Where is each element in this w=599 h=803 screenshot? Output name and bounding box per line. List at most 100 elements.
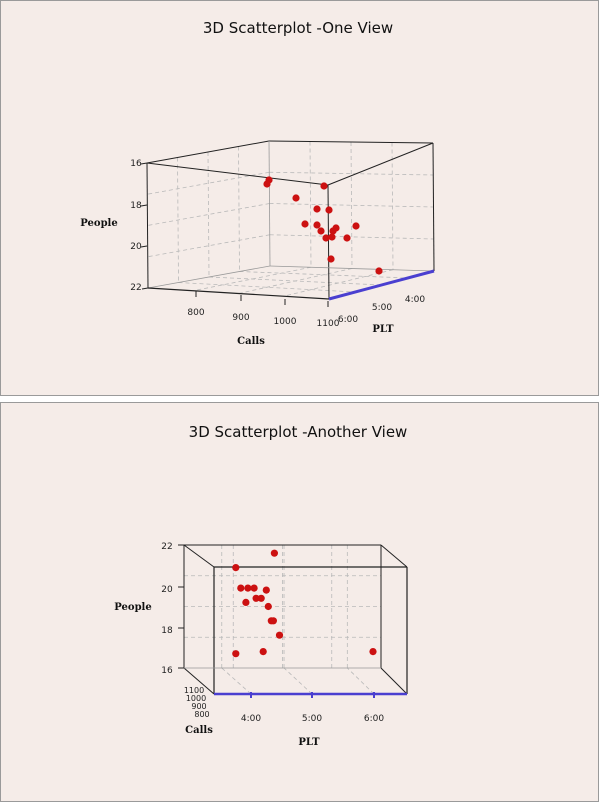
x-axis-label: PLT bbox=[298, 737, 320, 748]
box-edge bbox=[268, 140, 271, 267]
data-point bbox=[264, 602, 272, 611]
chart-title: 3D Scatterplot -Another View bbox=[189, 423, 408, 441]
grid-lines bbox=[184, 545, 381, 695]
data-point bbox=[327, 255, 335, 263]
z-tick-label: 16 bbox=[161, 666, 173, 676]
gridline bbox=[269, 171, 434, 176]
data-point bbox=[250, 584, 258, 592]
box-edge bbox=[380, 667, 408, 695]
gridline bbox=[391, 142, 394, 270]
data-point bbox=[263, 180, 271, 188]
y-tick-label: 5:00 bbox=[372, 303, 392, 313]
z-tick-mark bbox=[140, 162, 148, 165]
grid-lines bbox=[147, 141, 434, 297]
data-point bbox=[322, 234, 330, 242]
y-tick-label: 800 bbox=[194, 710, 209, 719]
plot-box bbox=[140, 140, 435, 307]
data-point bbox=[375, 267, 383, 275]
x-tick-label: 4:00 bbox=[241, 714, 261, 724]
box-edge bbox=[146, 162, 329, 186]
data-point bbox=[320, 182, 328, 190]
y-tick-label: 1000 bbox=[186, 694, 206, 703]
data-point bbox=[313, 205, 321, 213]
chart-one-view: 3D Scatterplot -One View 16 18 20 22 Peo… bbox=[80, 19, 435, 347]
data-point bbox=[232, 650, 240, 658]
gridline bbox=[350, 141, 353, 269]
x-axis-line bbox=[147, 287, 330, 300]
data-point bbox=[257, 594, 265, 602]
z-tick-label: 22 bbox=[161, 542, 172, 552]
z-axis-label: People bbox=[114, 602, 151, 613]
box-edge bbox=[432, 142, 435, 272]
z-tick-label: 20 bbox=[161, 585, 173, 595]
data-point bbox=[237, 584, 245, 592]
x-tick-label: 1000 bbox=[274, 317, 297, 327]
data-point bbox=[232, 564, 240, 572]
y-axis-label: PLT bbox=[372, 324, 394, 335]
chart-title: 3D Scatterplot -One View bbox=[203, 19, 393, 37]
y-tick-label: 4:00 bbox=[405, 295, 425, 305]
data-points bbox=[263, 176, 383, 275]
data-point bbox=[332, 224, 340, 232]
x-tick-label: 900 bbox=[232, 313, 249, 323]
gridline bbox=[347, 667, 375, 695]
gridline bbox=[283, 269, 394, 297]
data-point bbox=[270, 549, 278, 557]
box-edge bbox=[147, 265, 271, 289]
gridline bbox=[309, 141, 312, 268]
x-tick-label: 5:00 bbox=[302, 714, 322, 724]
gridline bbox=[283, 667, 313, 695]
chart-panel-another-view: 3D Scatterplot -Another View 22 20 18 16… bbox=[0, 402, 599, 802]
gridline bbox=[193, 266, 312, 292]
z-tick-label: 22 bbox=[130, 283, 141, 293]
box-edge bbox=[327, 142, 434, 186]
data-point bbox=[325, 206, 333, 214]
z-tick-label: 18 bbox=[130, 201, 142, 211]
z-tick-label: 16 bbox=[130, 159, 142, 169]
box-edge bbox=[380, 544, 408, 568]
data-point bbox=[352, 222, 360, 230]
z-tick-label: 18 bbox=[161, 626, 173, 636]
z-tick-mark bbox=[140, 204, 148, 207]
data-point bbox=[275, 631, 284, 639]
y-tick-label: 900 bbox=[191, 702, 206, 711]
z-axis-label: People bbox=[80, 218, 117, 229]
data-point bbox=[301, 220, 309, 228]
box-edge bbox=[183, 544, 215, 568]
plot-box bbox=[178, 544, 408, 698]
gridline bbox=[269, 234, 434, 240]
chart-panel-one-view: 3D Scatterplot -One View 16 18 20 22 Peo… bbox=[0, 0, 599, 396]
box-edge bbox=[327, 184, 330, 300]
data-point bbox=[242, 598, 250, 606]
gridline bbox=[221, 667, 252, 695]
y-tick-label: 6:00 bbox=[338, 315, 358, 325]
x-tick-label: 1100 bbox=[317, 319, 340, 329]
data-point bbox=[369, 648, 377, 656]
gridline bbox=[208, 276, 382, 286]
data-points bbox=[232, 549, 377, 658]
z-tick-mark bbox=[141, 287, 149, 290]
data-point bbox=[343, 234, 351, 242]
z-tick-mark bbox=[140, 245, 148, 248]
x-tick-label: 800 bbox=[187, 308, 204, 318]
box-edge bbox=[183, 667, 215, 695]
box-edge bbox=[146, 140, 270, 164]
data-point bbox=[262, 586, 270, 594]
data-point bbox=[292, 194, 300, 202]
x-axis-label: Calls bbox=[237, 336, 265, 347]
y-axis-label: Calls bbox=[185, 725, 213, 736]
data-point bbox=[244, 584, 252, 592]
chart-another-view: 3D Scatterplot -Another View 22 20 18 16… bbox=[114, 423, 408, 748]
y-axis-line bbox=[328, 269, 435, 301]
gridline bbox=[269, 203, 434, 208]
box-edge bbox=[146, 162, 149, 289]
box-edge bbox=[269, 265, 435, 272]
data-point bbox=[328, 233, 336, 241]
z-tick-label: 20 bbox=[130, 242, 142, 252]
data-point bbox=[317, 227, 325, 235]
data-point bbox=[252, 594, 260, 602]
y-tick-label: 1100 bbox=[184, 686, 204, 695]
x-tick-label: 6:00 bbox=[364, 714, 384, 724]
box-edge bbox=[268, 140, 434, 144]
data-point bbox=[313, 221, 321, 229]
